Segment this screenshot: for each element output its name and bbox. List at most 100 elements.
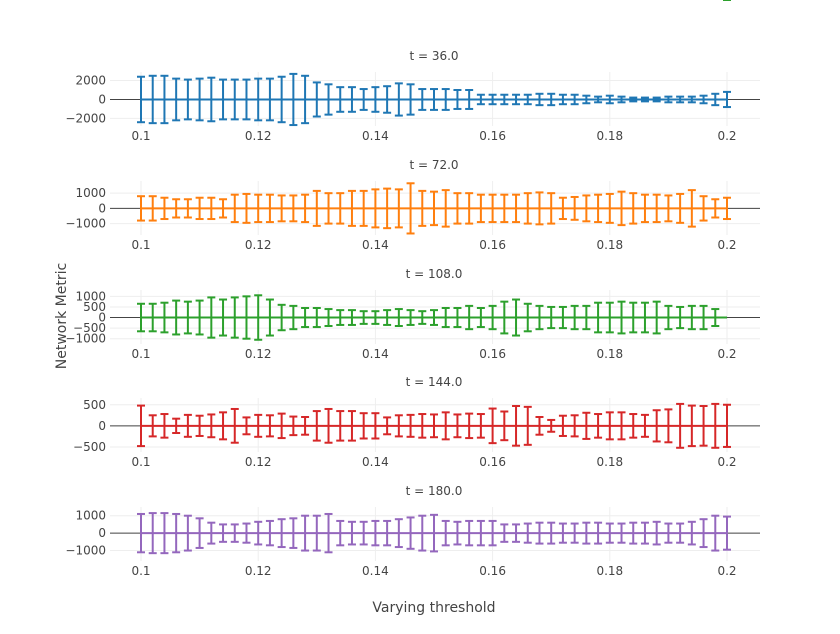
error-bar (312, 189, 321, 227)
error-bar (207, 296, 216, 339)
y-tick-label: 0 (98, 419, 106, 433)
error-bar (711, 198, 720, 219)
error-bar (183, 78, 192, 121)
error-bar (594, 521, 603, 545)
error-bar (219, 411, 228, 441)
x-tick-label: 0.2 (717, 455, 736, 469)
error-bar (465, 192, 474, 225)
error-bar (230, 407, 239, 444)
error-bar (640, 96, 649, 103)
error-bar (617, 95, 626, 104)
error-bar (640, 301, 649, 334)
error-bar (242, 295, 251, 340)
error-bar (664, 95, 673, 104)
error-bar (277, 75, 286, 124)
error-bar (711, 402, 720, 449)
error-bar (347, 309, 356, 326)
error-bar (441, 411, 450, 441)
error-bar (336, 309, 345, 326)
error-bar (687, 520, 696, 546)
error-bar (476, 193, 485, 224)
error-bar (582, 194, 591, 223)
error-bar (148, 74, 157, 125)
panel-1: t = 36.0 2000 0 −2000 0.1 0.12 0.14 0.16 0.18 0.2 (65, 49, 760, 143)
error-bar (558, 522, 567, 544)
error-bar (594, 95, 603, 104)
error-bar (617, 190, 626, 227)
x-axis-title: Varying threshold (372, 600, 495, 616)
error-bar (488, 93, 497, 106)
error-bar (430, 513, 438, 553)
y-tick-label: 1000 (75, 509, 106, 523)
panel-title: t = 180.0 (406, 484, 463, 498)
x-tick-label: 0.18 (596, 129, 623, 143)
error-bar (265, 414, 274, 438)
error-bar (629, 96, 638, 103)
x-tick-label: 0.2 (717, 564, 736, 578)
error-bar (160, 512, 169, 555)
error-bar (594, 301, 603, 334)
error-bar (617, 300, 626, 335)
error-bar (453, 89, 462, 110)
x-tick-label: 0.18 (596, 455, 623, 469)
error-bar (723, 515, 731, 551)
error-bar (652, 300, 661, 335)
error-bar (570, 195, 579, 221)
error-bar (137, 404, 145, 448)
error-bar (336, 192, 345, 225)
error-bar (254, 77, 263, 122)
y-tick-label: 500 (83, 300, 106, 314)
error-bar (324, 83, 333, 116)
panels-layer: t = 36.0 2000 0 −2000 0.1 0.12 0.14 0.16 0.18 0.2… (65, 0, 760, 578)
error-bar (430, 309, 438, 326)
panel-title: t = 108.0 (406, 267, 463, 281)
error-bar (617, 411, 626, 441)
x-tick-label: 0.16 (479, 238, 506, 252)
x-tick-label: 0.14 (362, 238, 389, 252)
error-bar (359, 412, 368, 440)
error-bar (383, 85, 392, 114)
error-bar (347, 410, 356, 442)
error-bar (465, 519, 474, 547)
error-bar (453, 413, 462, 439)
error-bar (547, 521, 556, 545)
error-bar (301, 307, 310, 329)
y-tick-label: −1000 (65, 544, 106, 558)
error-bar (254, 520, 263, 546)
error-bar (687, 304, 696, 331)
x-tick-label: 0.12 (245, 455, 272, 469)
error-bar (723, 403, 731, 448)
error-bar (383, 187, 392, 230)
error-bar (535, 521, 544, 545)
error-bar (512, 93, 521, 106)
error-bar (394, 414, 403, 438)
error-bar (570, 414, 579, 438)
error-bar (629, 192, 638, 225)
error-bar (711, 308, 720, 327)
error-bar (230, 296, 239, 339)
error-bar (406, 83, 415, 116)
error-bar (148, 302, 157, 333)
x-tick-label: 0.12 (245, 129, 272, 143)
error-bar (137, 302, 145, 333)
error-bar (394, 518, 403, 549)
error-bar (160, 413, 169, 439)
error-bar (629, 413, 638, 439)
error-bar (558, 93, 567, 106)
error-bar (289, 415, 298, 437)
x-tick-label: 0.1 (131, 455, 150, 469)
error-bar (195, 77, 204, 122)
error-bar (453, 192, 462, 225)
error-bar (453, 520, 462, 546)
error-bar (301, 74, 310, 125)
error-bar (148, 512, 157, 555)
error-bar (137, 512, 145, 554)
error-bar (465, 304, 474, 331)
error-bar (383, 416, 392, 436)
error-bar (312, 81, 321, 118)
error-bar (430, 88, 438, 111)
error-bar (336, 86, 345, 113)
error-bar (312, 410, 321, 442)
error-bar (183, 300, 192, 335)
